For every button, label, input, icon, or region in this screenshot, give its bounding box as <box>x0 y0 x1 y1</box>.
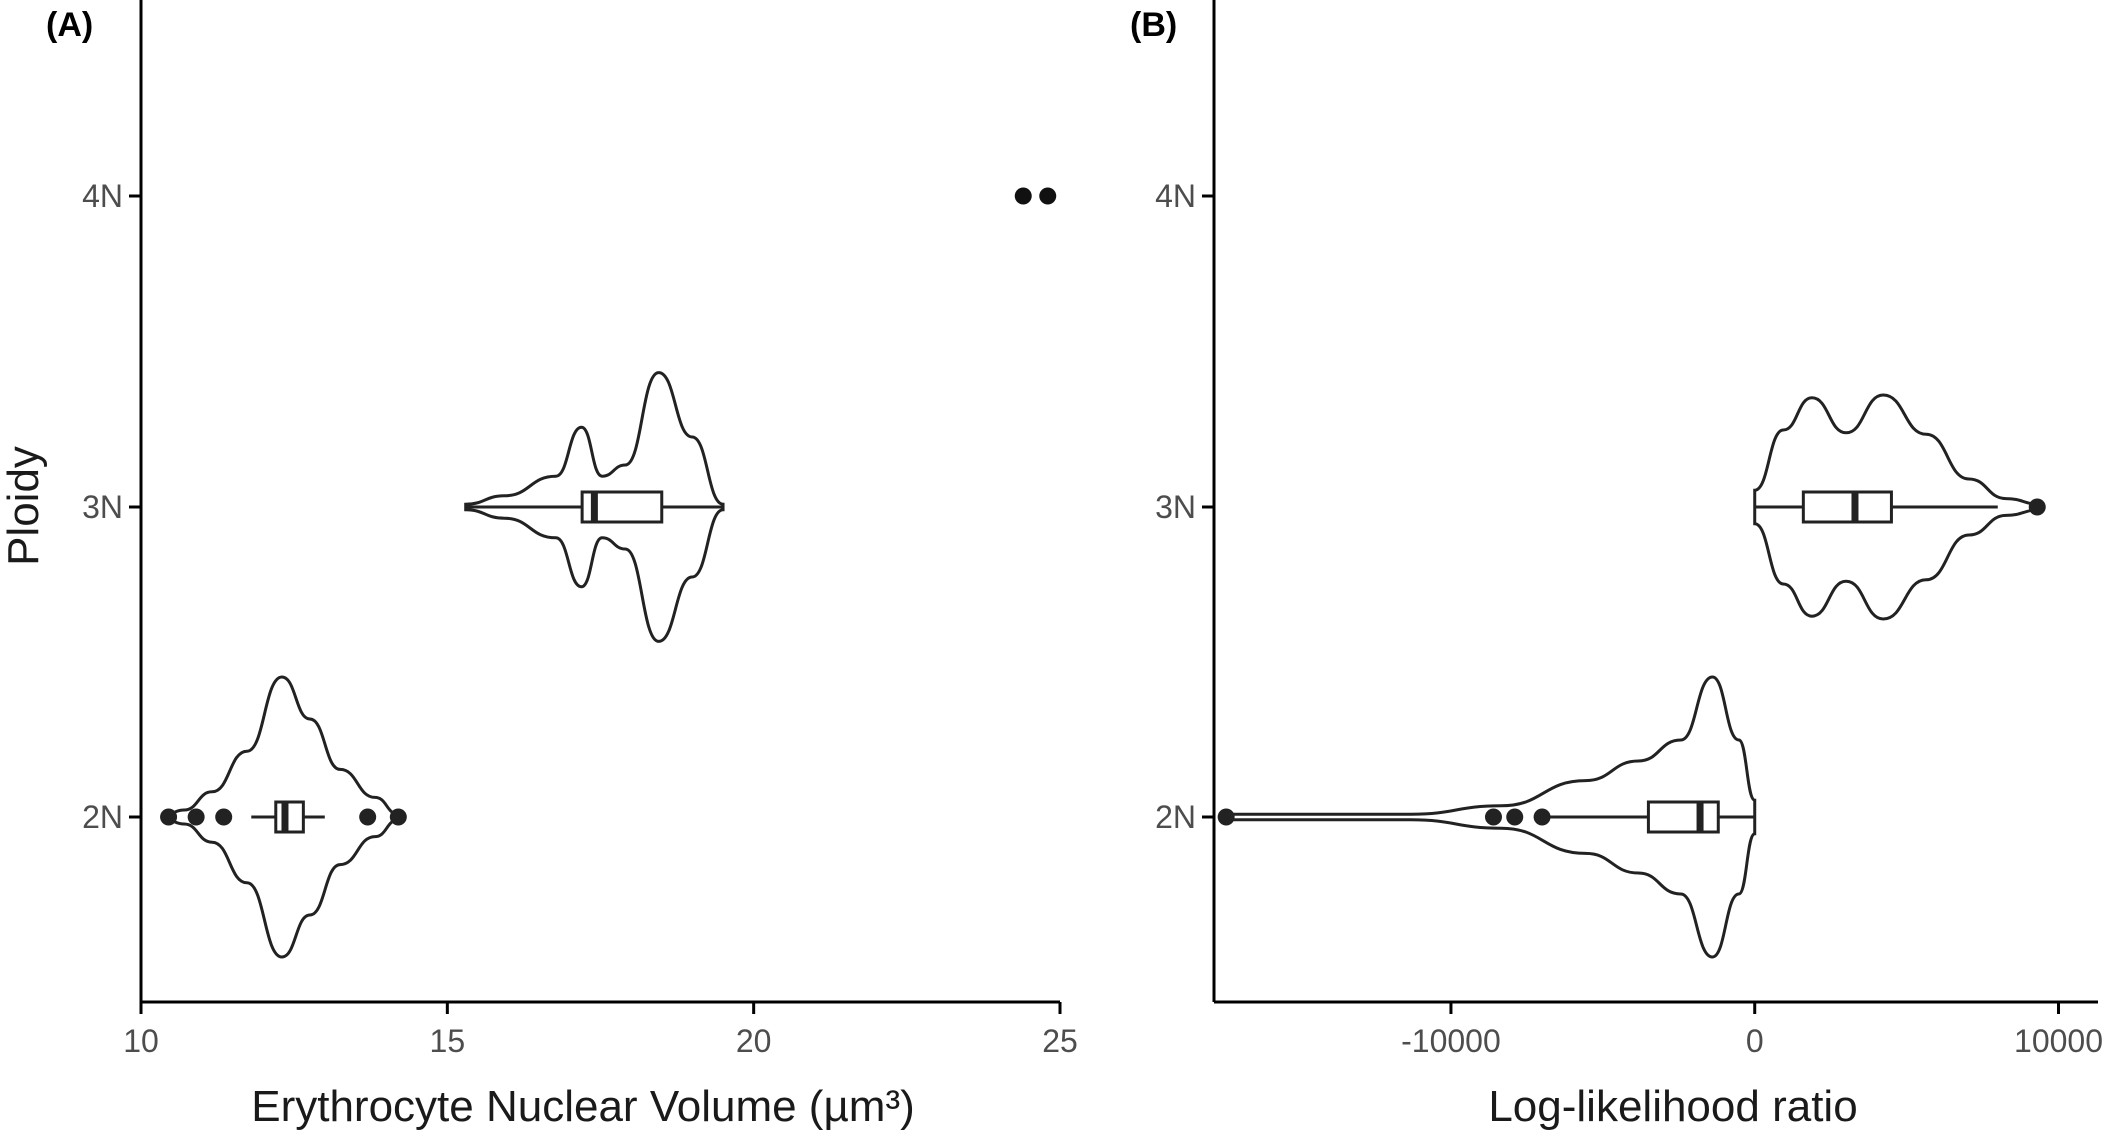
outlier-point-2N <box>215 808 233 826</box>
y-tick-label: 4N <box>82 178 123 214</box>
outlier-point-3N <box>2028 498 2046 516</box>
panel-b-x-axis-title: Log-likelihood ratio <box>1488 1082 1857 1131</box>
panel-b: (B) Log-likelihood ratio 2N 3N 4N -10000 0 1… <box>1130 0 2103 1131</box>
outlier-point-2N <box>1533 808 1551 826</box>
x-tick-label: 20 <box>736 1023 772 1059</box>
y-tick-label: 4N <box>1155 178 1196 214</box>
y-tick-label: 2N <box>82 799 123 835</box>
panel-b-marks <box>1217 393 2046 959</box>
box-2N <box>1646 800 1720 834</box>
box-3N <box>1801 490 1893 524</box>
outlier-point-2N <box>1217 808 1235 826</box>
outlier-point-4N <box>1014 187 1032 205</box>
outlier-point-2N <box>359 808 377 826</box>
panel-a: (A) Ploidy Erythrocyte Nuclear Volume (µ… <box>0 0 1078 1131</box>
violin-2N <box>1224 675 1757 959</box>
panel-b-x-ticks: -10000 0 10000 <box>1401 1002 2103 1059</box>
panel-a-label: (A) <box>46 6 93 44</box>
x-tick-label: 10 <box>123 1023 159 1059</box>
x-tick-label: 0 <box>1746 1023 1764 1059</box>
x-tick-label: 15 <box>430 1023 466 1059</box>
violin-3N <box>464 371 725 643</box>
panel-a-y-axis-title: Ploidy <box>0 446 48 566</box>
outlier-point-2N <box>389 808 407 826</box>
outlier-point-2N <box>1506 808 1524 826</box>
outlier-point-2N <box>1484 808 1502 826</box>
outlier-point-2N <box>187 808 205 826</box>
panel-a-marks <box>160 187 1057 959</box>
x-tick-label: 10000 <box>2014 1023 2103 1059</box>
x-tick-label: -10000 <box>1401 1023 1501 1059</box>
y-tick-label: 2N <box>1155 799 1196 835</box>
x-tick-label: 25 <box>1042 1023 1078 1059</box>
panel-b-y-ticks: 2N 3N 4N <box>1155 178 1214 835</box>
box-2N <box>274 800 305 834</box>
panel-a-y-ticks: 2N 3N 4N <box>82 178 141 835</box>
y-tick-label: 3N <box>82 489 123 525</box>
outlier-point-2N <box>160 808 178 826</box>
outlier-point-4N <box>1039 187 1057 205</box>
y-tick-label: 3N <box>1155 489 1196 525</box>
panel-a-x-axis-title: Erythrocyte Nuclear Volume (µm³) <box>251 1082 915 1131</box>
panel-b-label: (B) <box>1130 6 1177 44</box>
panel-a-x-ticks: 10 15 20 25 <box>123 1002 1078 1059</box>
